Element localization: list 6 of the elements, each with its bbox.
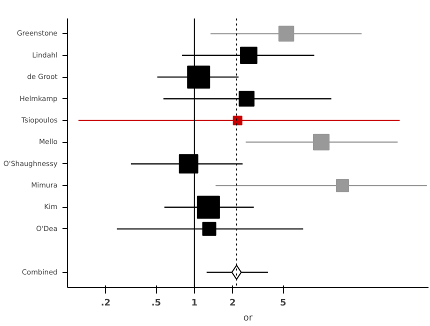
x-tick-label: 2 — [229, 298, 236, 308]
x-tick-label: 1 — [191, 298, 198, 308]
x-tick-label: .2 — [100, 298, 111, 308]
x-tick-label: 5 — [280, 298, 286, 308]
x-tick-label: .5 — [151, 298, 162, 308]
x-axis-title: or — [243, 314, 253, 324]
